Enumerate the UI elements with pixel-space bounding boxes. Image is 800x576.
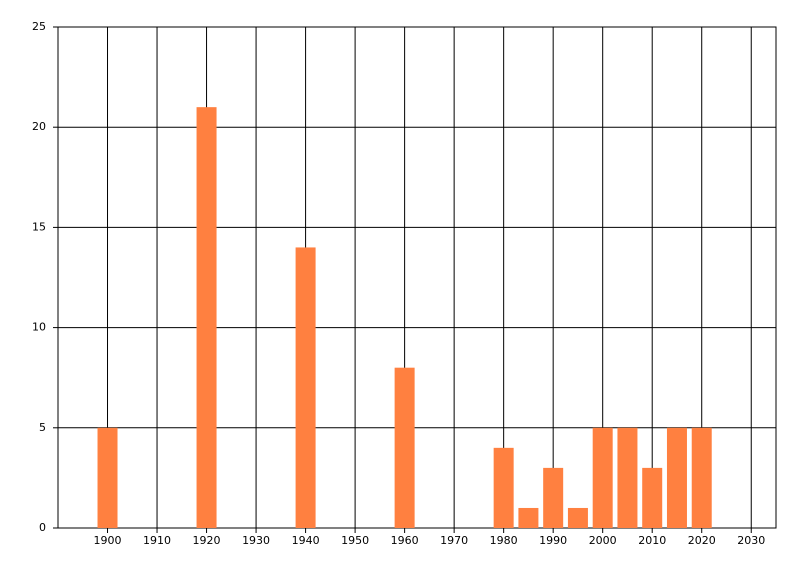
bar: [196, 107, 217, 528]
x-tick-label: 1930: [242, 534, 270, 547]
x-tick-label: 1940: [292, 534, 320, 547]
bar: [691, 427, 712, 528]
y-tick-label: 15: [32, 220, 46, 233]
y-tick-label: 10: [32, 321, 46, 334]
bar: [592, 427, 613, 528]
bar: [394, 367, 415, 528]
x-tick-label: 1990: [539, 534, 567, 547]
x-tick-label: 1910: [143, 534, 171, 547]
bar: [666, 427, 687, 528]
y-tick-label: 25: [32, 20, 46, 33]
x-tick-label: 2020: [688, 534, 716, 547]
x-tick-label: 1960: [391, 534, 419, 547]
x-tick-label: 2000: [589, 534, 617, 547]
bar: [617, 427, 638, 528]
x-tick-label: 1950: [341, 534, 369, 547]
x-tick-label: 2010: [638, 534, 666, 547]
x-tick-label: 2030: [737, 534, 765, 547]
bar: [567, 507, 588, 528]
x-tick-label: 1980: [490, 534, 518, 547]
x-tick-label: 1970: [440, 534, 468, 547]
bar: [97, 427, 118, 528]
y-tick-label: 5: [39, 421, 46, 434]
bar: [295, 247, 316, 528]
bar: [543, 467, 564, 528]
bar: [493, 447, 514, 528]
bar: [518, 507, 539, 528]
x-tick-label: 1900: [94, 534, 122, 547]
y-tick-label: 20: [32, 120, 46, 133]
bar: [642, 467, 663, 528]
y-tick-label: 0: [39, 521, 46, 534]
x-tick-label: 1920: [193, 534, 221, 547]
